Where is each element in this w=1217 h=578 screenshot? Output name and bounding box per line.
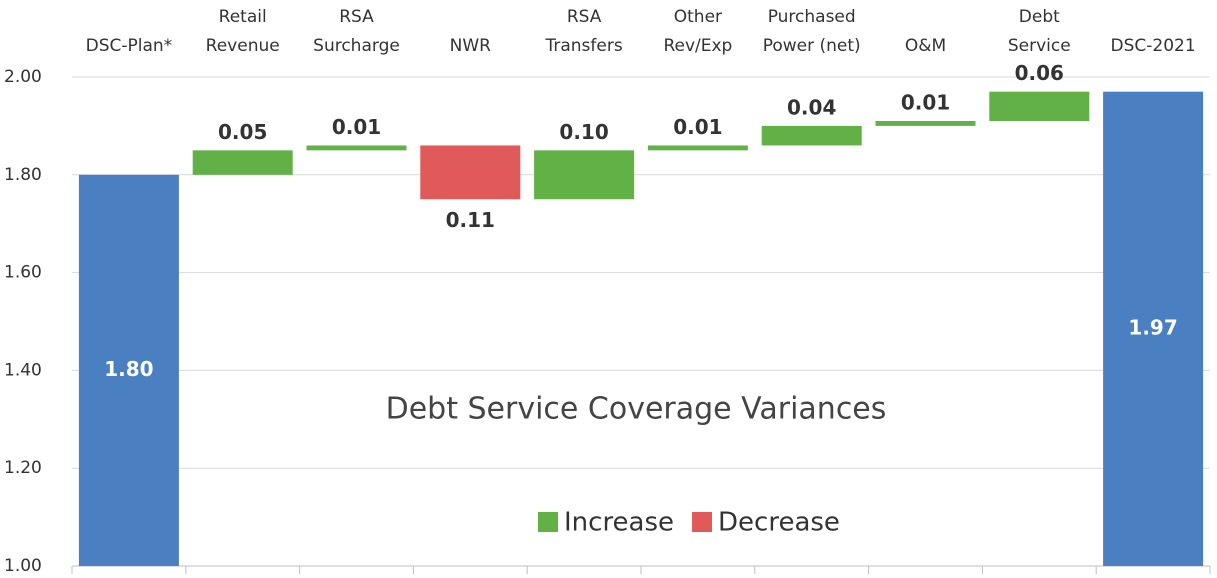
label-line: Revenue [206,36,280,56]
bar [534,150,635,200]
value-label: 0.06 [1015,61,1064,85]
label-line: RSA [339,7,374,27]
legend-swatch [538,512,558,532]
label-line: Service [1008,36,1071,56]
y-tick-label: 2.00 [4,67,42,87]
legend-label: Decrease [718,508,840,538]
label-line: Surcharge [313,36,400,56]
label-line: Purchased [768,7,856,27]
annotation: Debt Service Coverage Variances [386,392,887,427]
y-tick-label: 1.40 [4,360,42,380]
value-label: 1.97 [1128,315,1177,339]
label-line: DSC-2021 [1111,36,1196,56]
label-line: Retail [219,7,267,27]
label-line: Rev/Exp [663,36,732,56]
value-label: 0.01 [673,115,722,139]
y-tick-label: 1.60 [4,263,42,283]
bar [875,121,976,126]
value-label: 0.05 [218,120,267,144]
label-line: Power (net) [763,36,861,56]
x-tick-label: RSA Transfers [544,7,622,56]
label-line: DSC-Plan* [86,36,173,56]
bar [761,125,862,146]
label-line: NWR [450,36,492,56]
y-tick-label: 1.00 [4,556,42,574]
bar [78,174,179,567]
y-tick-label: 1.20 [4,458,42,478]
label-line: O&M [905,36,946,56]
bar [989,91,1090,122]
label-line: Debt [1019,7,1060,27]
label-line: RSA [567,7,602,27]
value-label: 0.04 [787,95,836,119]
x-tick-label: DSC-Plan* [86,36,173,56]
legend-swatch [692,512,713,532]
label-line: Other [674,7,722,27]
bar [306,145,407,151]
x-tick-label: Purchased Power (net) [763,7,861,56]
value-label: 0.10 [559,120,608,144]
x-tick-label: DSC-2021 [1111,36,1196,56]
x-tick-label: O&M [905,36,946,56]
bar [647,145,748,151]
x-tick-label: RSA Surcharge [313,7,400,56]
x-tick-label: Other Rev/Exp [663,7,732,56]
x-tick-label: NWR [450,36,492,56]
x-tick-label: Debt Service [1008,7,1071,56]
label-line: Transfers [544,36,622,56]
bar [1103,91,1204,567]
legend-label: Increase [564,508,674,538]
bar [192,150,293,175]
value-label: 0.01 [332,115,381,139]
bar [420,145,521,200]
value-label: 0.01 [901,91,950,115]
x-tick-label: Retail Revenue [206,7,280,56]
value-label: 1.80 [104,357,153,381]
y-tick-label: 1.80 [4,165,42,185]
value-label: 0.11 [446,208,495,232]
